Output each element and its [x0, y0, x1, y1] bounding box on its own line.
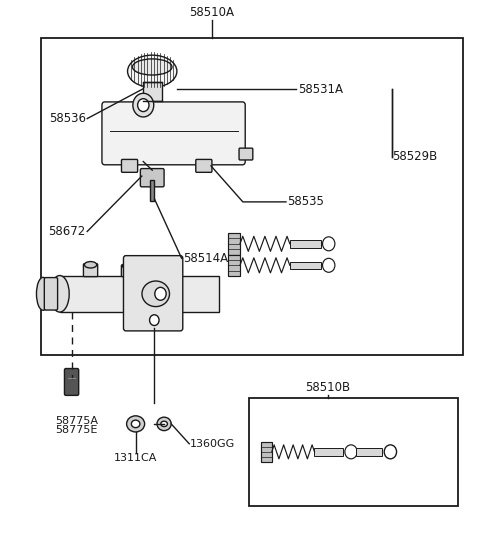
- Text: 58775E: 58775E: [55, 425, 97, 435]
- Circle shape: [384, 445, 396, 459]
- FancyBboxPatch shape: [121, 265, 136, 277]
- Ellipse shape: [132, 59, 172, 75]
- Circle shape: [323, 258, 335, 272]
- Text: 58529B: 58529B: [392, 150, 437, 163]
- Ellipse shape: [50, 276, 69, 312]
- FancyBboxPatch shape: [44, 277, 58, 310]
- Bar: [150, 180, 154, 201]
- FancyBboxPatch shape: [140, 169, 164, 187]
- Bar: [261, 442, 272, 462]
- Text: 58672: 58672: [48, 225, 86, 238]
- FancyBboxPatch shape: [121, 159, 138, 173]
- Text: 1311CA: 1311CA: [114, 453, 157, 464]
- Text: 58536: 58536: [49, 112, 86, 125]
- Bar: [250, 398, 458, 506]
- Ellipse shape: [157, 417, 171, 431]
- Circle shape: [133, 93, 154, 117]
- Ellipse shape: [122, 263, 135, 269]
- FancyBboxPatch shape: [196, 159, 212, 173]
- Ellipse shape: [127, 416, 144, 432]
- FancyBboxPatch shape: [123, 256, 183, 331]
- Text: 58510A: 58510A: [189, 5, 234, 19]
- Circle shape: [138, 99, 149, 111]
- FancyBboxPatch shape: [84, 264, 97, 277]
- Circle shape: [323, 237, 335, 251]
- Ellipse shape: [84, 262, 96, 268]
- Text: 58775A: 58775A: [55, 416, 98, 426]
- Ellipse shape: [161, 421, 168, 426]
- Bar: [41, 38, 463, 355]
- Ellipse shape: [36, 277, 50, 310]
- Text: 58510B: 58510B: [305, 381, 350, 394]
- Ellipse shape: [128, 55, 177, 87]
- Bar: [290, 262, 321, 269]
- FancyBboxPatch shape: [239, 148, 253, 160]
- Text: 58514A: 58514A: [183, 252, 228, 265]
- Circle shape: [155, 287, 166, 300]
- Bar: [314, 448, 343, 455]
- FancyBboxPatch shape: [64, 369, 79, 395]
- Bar: [356, 448, 383, 455]
- Bar: [228, 254, 240, 276]
- Text: 58531A: 58531A: [298, 82, 343, 96]
- Bar: [228, 233, 240, 254]
- Bar: [290, 240, 321, 247]
- Ellipse shape: [142, 281, 169, 307]
- Bar: [60, 276, 219, 312]
- FancyBboxPatch shape: [102, 102, 245, 165]
- Circle shape: [150, 315, 159, 325]
- Bar: [143, 82, 162, 102]
- Text: 1360GG: 1360GG: [190, 439, 235, 449]
- Circle shape: [345, 445, 357, 459]
- Text: 58535: 58535: [288, 195, 324, 209]
- Ellipse shape: [132, 420, 140, 428]
